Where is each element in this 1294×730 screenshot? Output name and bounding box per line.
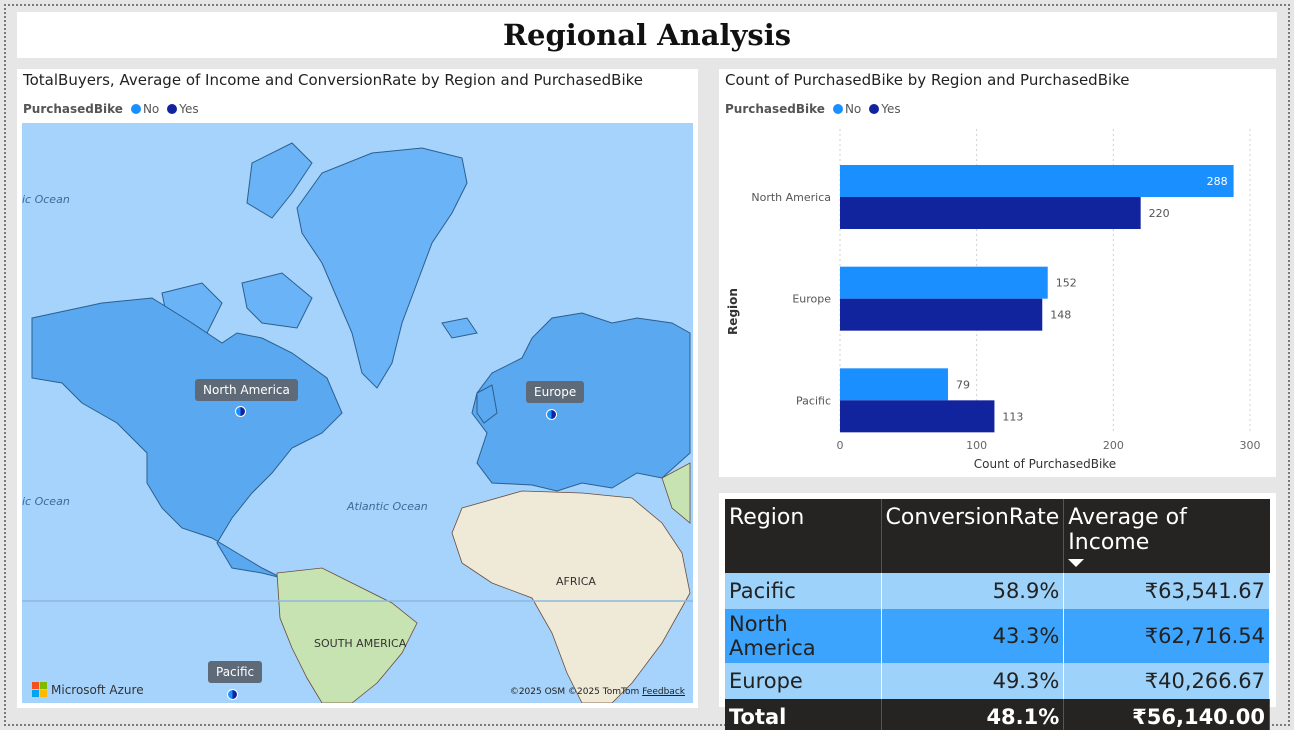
- world-map-graphic: [22, 142, 693, 703]
- legend-dot-icon: [832, 104, 843, 114]
- data-label: 79: [956, 378, 970, 391]
- map-legend-title: PurchasedBike: [23, 102, 123, 116]
- legend-label: Yes: [179, 102, 199, 116]
- table-header-row: Region ConversionRate Average of Income: [725, 499, 1270, 573]
- pie-marker-icon[interactable]: [546, 409, 557, 420]
- x-axis-title: Count of PurchasedBike: [974, 457, 1116, 471]
- report-canvas-frame: [4, 4, 1290, 726]
- bar-chart-title: Count of PurchasedBike by Region and Pur…: [725, 71, 1130, 89]
- azure-branding-text: Microsoft Azure: [51, 682, 144, 697]
- bar-yes: [840, 197, 1141, 229]
- region-table: Region ConversionRate Average of Income …: [725, 499, 1270, 730]
- map-marker-label-pacific[interactable]: Pacific: [208, 661, 263, 683]
- y-category-label: North America: [751, 191, 831, 204]
- y-category-label: Pacific: [796, 394, 831, 407]
- bar-yes: [840, 400, 995, 433]
- column-header-region[interactable]: Region: [725, 499, 882, 573]
- map-attribution: ©2025 OSM ©2025 TomTom Feedback: [510, 687, 685, 697]
- map-canvas[interactable]: ic Ocean ic Ocean Atlantic Ocean SOUTH A…: [22, 123, 693, 703]
- map-marker-label-europe[interactable]: Europe: [526, 381, 585, 403]
- cell-conversion-rate: 58.9%: [881, 573, 1065, 609]
- report-title-bar: Regional Analysis: [17, 12, 1277, 58]
- data-label: 288: [1207, 175, 1228, 188]
- bar-yes: [840, 298, 1043, 331]
- region-label: SOUTH AMERICA: [314, 637, 407, 650]
- cell-conversion-rate: 49.3%: [881, 663, 1065, 699]
- cell-average-income: ₹40,266.67: [1063, 663, 1270, 699]
- table-row[interactable]: Europe 49.3% ₹40,266.67: [725, 663, 1270, 699]
- feedback-link[interactable]: Feedback: [642, 687, 685, 697]
- column-header-label: Average of Income: [1068, 505, 1187, 555]
- bar-no: [840, 266, 1048, 299]
- y-axis-title: Region: [726, 288, 740, 335]
- y-category-label: Europe: [792, 293, 831, 306]
- ocean-label: Atlantic Ocean: [347, 500, 428, 513]
- bar-legend-item-yes[interactable]: Yes: [869, 102, 901, 116]
- pie-marker-icon[interactable]: [227, 689, 238, 700]
- cell-average-income: ₹63,541.67: [1063, 573, 1270, 609]
- legend-label: Yes: [881, 102, 901, 116]
- cell-average-income: ₹62,716.54: [1063, 609, 1270, 663]
- total-conversion-rate: 48.1%: [881, 699, 1065, 730]
- legend-dot-icon: [869, 104, 880, 114]
- column-header-conversion-rate[interactable]: ConversionRate: [881, 499, 1065, 573]
- x-tick-label: 200: [1103, 439, 1124, 452]
- microsoft-logo-icon: [32, 682, 47, 697]
- x-tick-label: 0: [837, 439, 844, 452]
- map-title: TotalBuyers, Average of Income and Conve…: [23, 71, 644, 89]
- cell-region: North America: [725, 609, 882, 663]
- report-title: Regional Analysis: [502, 18, 792, 52]
- data-label: 113: [1002, 410, 1023, 423]
- ocean-label: ic Ocean: [22, 495, 70, 508]
- map-visual[interactable]: TotalBuyers, Average of Income and Conve…: [17, 69, 698, 708]
- column-header-average-income[interactable]: Average of Income: [1063, 499, 1270, 573]
- map-marker-label-north-america[interactable]: North America: [195, 379, 298, 401]
- bar-legend-title: PurchasedBike: [725, 102, 825, 116]
- x-tick-label: 300: [1240, 439, 1261, 452]
- bar-no: [840, 368, 948, 401]
- total-average-income: ₹56,140.00: [1063, 699, 1270, 730]
- attribution-text: ©2025 OSM ©2025 TomTom: [509, 687, 640, 697]
- region-label: AFRICA: [556, 575, 596, 588]
- table-row[interactable]: North America 43.3% ₹62,716.54: [725, 609, 1270, 663]
- data-label: 148: [1050, 309, 1071, 322]
- bar-no: [840, 165, 1234, 197]
- data-label: 220: [1149, 207, 1170, 220]
- x-tick-label: 100: [966, 439, 987, 452]
- azure-branding: Microsoft Azure: [32, 682, 144, 697]
- table-row[interactable]: Pacific 58.9% ₹63,541.67: [725, 573, 1270, 609]
- legend-dot-icon: [130, 104, 141, 114]
- bar-chart-visual[interactable]: Count of PurchasedBike by Region and Pur…: [719, 69, 1276, 477]
- legend-label: No: [142, 102, 160, 116]
- bar-legend-item-no[interactable]: No: [832, 102, 862, 116]
- map-legend-item-yes[interactable]: Yes: [167, 102, 199, 116]
- bar-chart-svg: 0 100 200 300 North America 288 220 Europe 152 14…: [726, 129, 1261, 471]
- data-label: 152: [1056, 277, 1077, 290]
- table-total-row: Total 48.1% ₹56,140.00: [725, 699, 1270, 730]
- map-legend-item-no[interactable]: No: [130, 102, 160, 116]
- ocean-label: ic Ocean: [22, 193, 70, 206]
- legend-dot-icon: [167, 104, 178, 114]
- cell-conversion-rate: 43.3%: [881, 609, 1065, 663]
- total-label: Total: [725, 699, 882, 730]
- sort-descending-icon[interactable]: [1068, 559, 1085, 567]
- cell-region: Europe: [725, 663, 882, 699]
- region-table-visual[interactable]: Region ConversionRate Average of Income …: [719, 493, 1276, 730]
- bar-chart-legend: PurchasedBike No Yes: [725, 102, 905, 116]
- pie-marker-icon[interactable]: [235, 406, 246, 417]
- map-legend: PurchasedBike No Yes: [23, 102, 203, 116]
- cell-region: Pacific: [725, 573, 882, 609]
- legend-label: No: [844, 102, 862, 116]
